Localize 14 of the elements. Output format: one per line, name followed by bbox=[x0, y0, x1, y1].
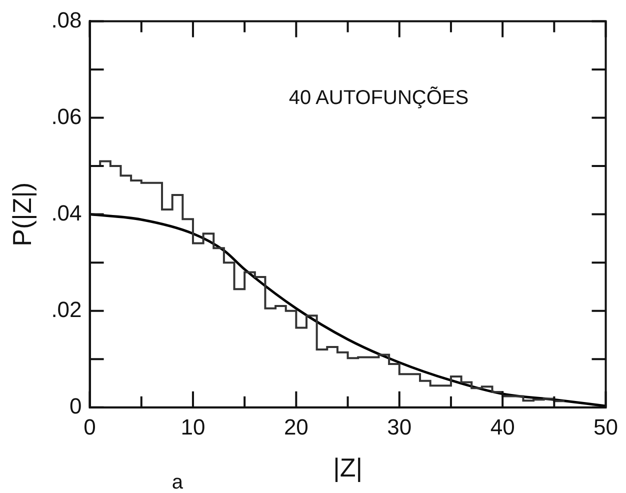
y-axis-title: P(|Z|) bbox=[6, 182, 37, 246]
x-axis-title: |Z| bbox=[333, 452, 362, 483]
x-tick-label: 20 bbox=[284, 414, 308, 440]
x-tick-label: 10 bbox=[180, 414, 206, 440]
y-tick-label: .08 bbox=[51, 7, 82, 32]
x-tick-label: 30 bbox=[387, 414, 412, 440]
annotation: 40 AUTOFUNÇÕES bbox=[288, 86, 469, 109]
y-tick-label: .02 bbox=[51, 296, 82, 322]
y-tick-label: 0 bbox=[70, 393, 82, 418]
x-tick-label: 50 bbox=[594, 414, 618, 440]
text: a bbox=[172, 472, 184, 493]
y-tick-label: .04 bbox=[51, 200, 82, 226]
x-tick-label: 40 bbox=[490, 414, 515, 440]
y-tick-label: .06 bbox=[51, 104, 82, 129]
